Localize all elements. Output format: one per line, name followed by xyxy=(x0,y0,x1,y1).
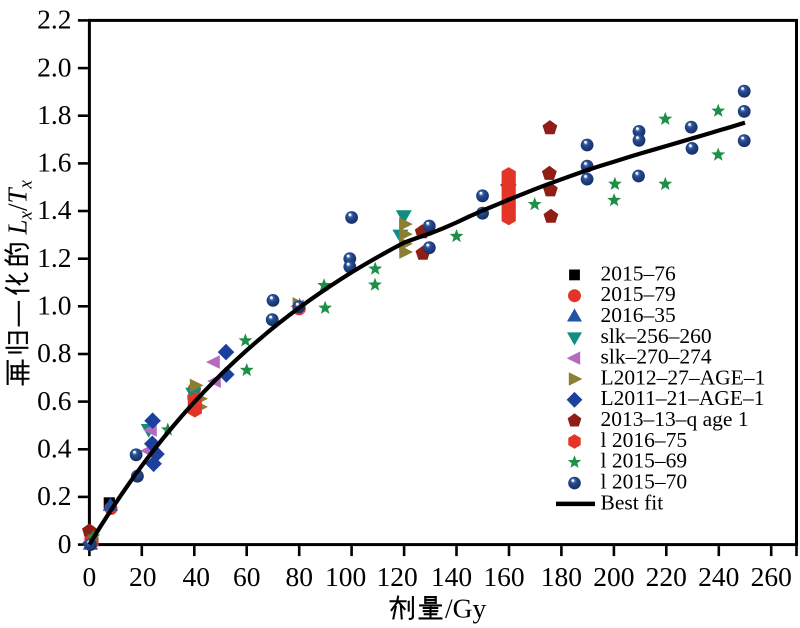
svg-text:l 2015–70: l 2015–70 xyxy=(601,470,688,494)
svg-text:80: 80 xyxy=(285,561,313,592)
svg-text:100: 100 xyxy=(325,561,366,592)
svg-text:1.6: 1.6 xyxy=(37,147,71,178)
svg-text:1.0: 1.0 xyxy=(37,290,71,321)
svg-text:140: 140 xyxy=(431,561,472,592)
svg-text:Lx/Tx: Lx/Tx xyxy=(3,179,37,235)
svg-text:200: 200 xyxy=(593,561,634,592)
svg-text:180: 180 xyxy=(541,561,582,592)
svg-text:0.8: 0.8 xyxy=(37,337,71,368)
svg-text:220: 220 xyxy=(646,561,687,592)
svg-text:0: 0 xyxy=(83,561,97,592)
svg-text:Best fit: Best fit xyxy=(601,490,664,514)
svg-text:120: 120 xyxy=(376,561,417,592)
svg-text:60: 60 xyxy=(233,561,261,592)
svg-text:2015–76: 2015–76 xyxy=(601,261,677,285)
svg-text:0.4: 0.4 xyxy=(37,433,72,464)
svg-text:160: 160 xyxy=(483,561,524,592)
svg-text:2016–35: 2016–35 xyxy=(601,303,676,327)
svg-text:0.2: 0.2 xyxy=(37,480,71,511)
svg-text:0.6: 0.6 xyxy=(37,385,71,416)
svg-text:20: 20 xyxy=(129,561,157,592)
svg-text:slk–270–274: slk–270–274 xyxy=(601,345,712,369)
svg-text:2.2: 2.2 xyxy=(37,4,71,35)
svg-text:slk–256–260: slk–256–260 xyxy=(601,324,712,348)
svg-text:l 2015–69: l 2015–69 xyxy=(601,449,688,473)
svg-text:1.4: 1.4 xyxy=(37,194,72,225)
svg-text:2015–79: 2015–79 xyxy=(601,282,676,306)
svg-text:l 2016–75: l 2016–75 xyxy=(601,428,688,452)
svg-text:/Gy: /Gy xyxy=(445,593,487,624)
svg-text:1.2: 1.2 xyxy=(37,242,71,273)
svg-text:2013–13–q age 1: 2013–13–q age 1 xyxy=(601,407,749,431)
svg-text:1.8: 1.8 xyxy=(37,99,71,130)
svg-text:260: 260 xyxy=(751,561,792,592)
svg-text:240: 240 xyxy=(698,561,739,592)
svg-text:L2011–21–AGE–1: L2011–21–AGE–1 xyxy=(601,386,765,410)
svg-text:0: 0 xyxy=(58,528,72,559)
svg-text:40: 40 xyxy=(183,561,211,592)
svg-text:L2012–27–AGE–1: L2012–27–AGE–1 xyxy=(601,365,766,389)
svg-text:2.0: 2.0 xyxy=(37,51,71,82)
